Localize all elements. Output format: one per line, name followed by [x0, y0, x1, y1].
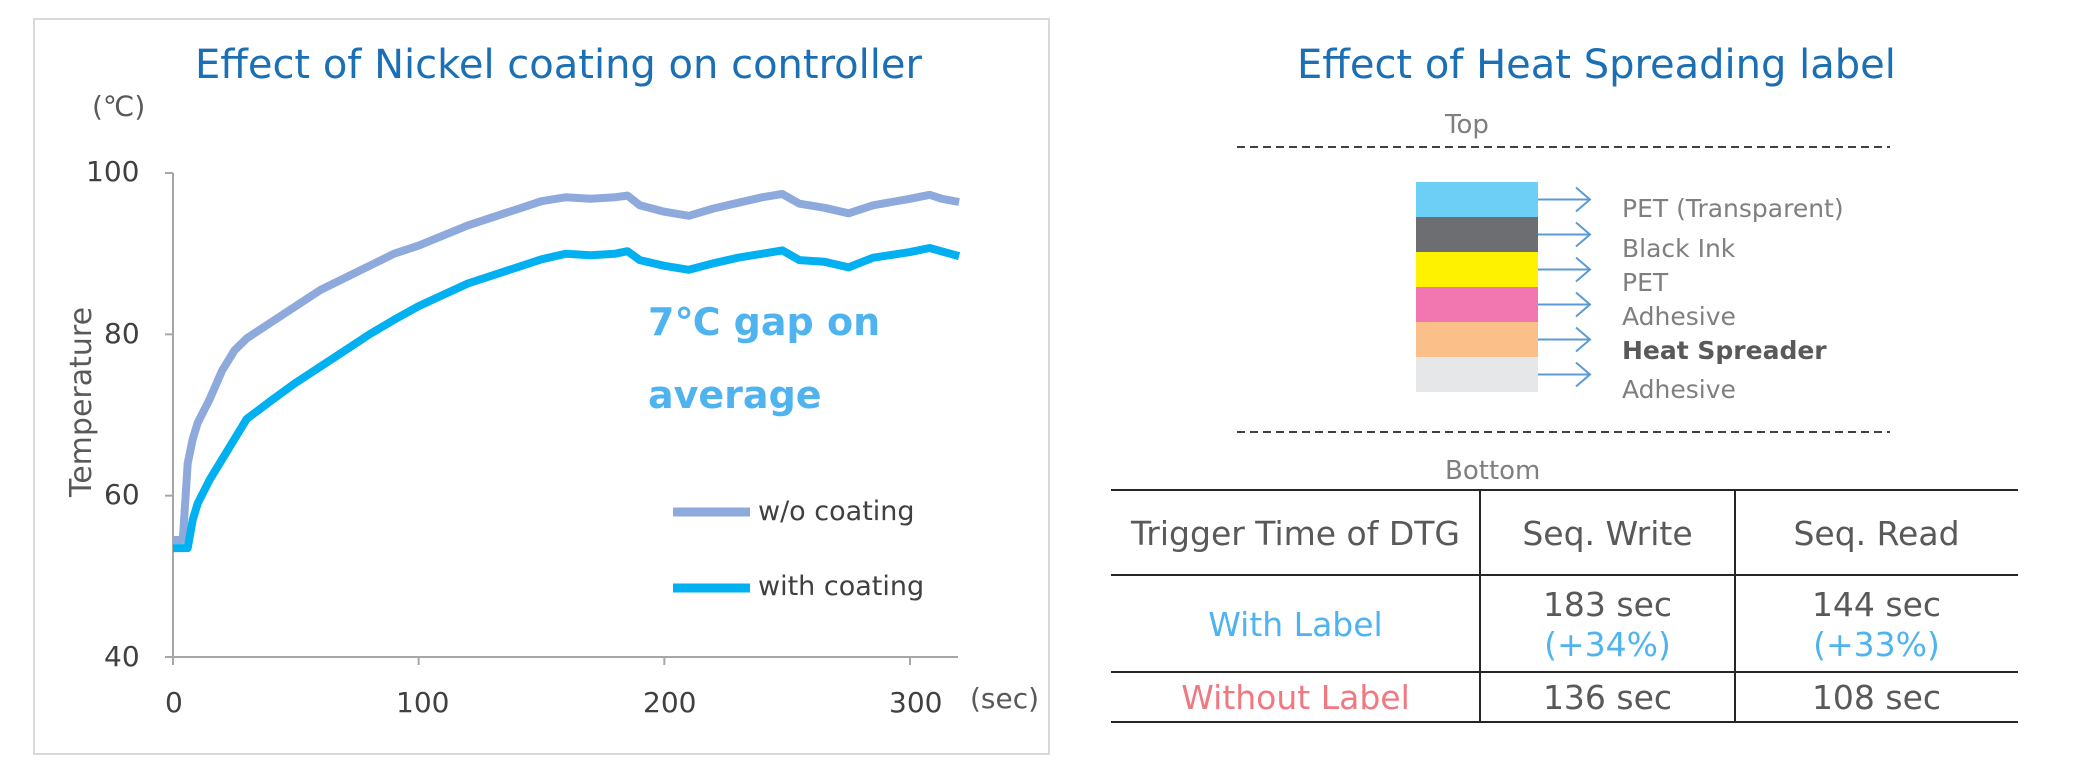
legend-label-wo-coating: w/o coating — [758, 496, 915, 527]
layer-block-0 — [1416, 182, 1538, 217]
with-label-write-value: 183 sec — [1542, 584, 1673, 624]
gap-annotation-line2: average — [648, 373, 822, 417]
layer-label-pet-transparent: PET (Transparent) — [1622, 194, 1844, 223]
chart-title: Effect of Nickel coating on controller — [195, 42, 922, 88]
with-label-read-pct: (+33%) — [1813, 624, 1940, 664]
row-without-label-read: 108 sec — [1811, 678, 1942, 717]
layer-label-heat-spreader: Heat Spreader — [1622, 336, 1827, 365]
layer-label-adhesive-2: Adhesive — [1622, 375, 1736, 404]
row-without-label-name: Without Label — [1181, 678, 1410, 717]
layer-label-black-ink: Black Ink — [1622, 234, 1736, 263]
layer-stack — [1416, 182, 1592, 392]
y-unit-label: (℃) — [92, 90, 146, 123]
y-tick-40: 40 — [104, 640, 140, 673]
with-label-write-pct: (+34%) — [1544, 624, 1671, 664]
table-header-trigger: Trigger Time of DTG — [1131, 513, 1460, 553]
layer-arrow-head-4 — [1575, 326, 1592, 353]
layer-label-adhesive-1: Adhesive — [1622, 302, 1736, 331]
layer-arrow-head-5 — [1575, 361, 1592, 388]
row-without-label-write: 136 sec — [1542, 678, 1673, 717]
table-header-seq-read: Seq. Read — [1793, 513, 1960, 553]
layer-block-2 — [1416, 252, 1538, 287]
layer-arrow-head-2 — [1575, 256, 1592, 283]
nickel-chart-panel — [33, 18, 1050, 755]
layer-block-3 — [1416, 287, 1538, 322]
series-line-wo-coating — [173, 190, 960, 544]
gap-annotation-line1: 7℃ gap on — [648, 300, 881, 344]
x-tick-200: 200 — [643, 686, 697, 719]
layer-block-5 — [1416, 357, 1538, 392]
with-label-read-value: 144 sec — [1811, 584, 1942, 624]
series-layer — [173, 190, 961, 553]
layer-arrow-head-1 — [1575, 221, 1592, 248]
x-unit-label: (sec) — [970, 682, 1040, 715]
x-tick-0: 0 — [165, 686, 183, 719]
legend-label-with-coating: with coating — [758, 571, 925, 602]
layer-block-4 — [1416, 322, 1538, 357]
layer-arrow-head-3 — [1575, 291, 1592, 318]
diagram-title: Effect of Heat Spreading label — [1297, 42, 1896, 88]
bottom-label: Bottom — [1445, 456, 1541, 486]
layer-label-pet: PET — [1622, 268, 1669, 297]
table-header-seq-write: Seq. Write — [1522, 513, 1693, 553]
row-with-label-write: 183 sec (+34%) — [1480, 577, 1735, 672]
y-tick-100: 100 — [86, 155, 140, 188]
layer-arrow-head-0 — [1575, 186, 1592, 213]
row-with-label-read: 144 sec (+33%) — [1735, 577, 2018, 672]
axis-ticks — [165, 172, 911, 665]
layer-block-1 — [1416, 217, 1538, 252]
top-label: Top — [1445, 110, 1489, 140]
row-with-label-name: With Label — [1208, 604, 1383, 644]
x-tick-300: 300 — [889, 686, 943, 719]
x-tick-100: 100 — [396, 686, 450, 719]
y-tick-60: 60 — [104, 478, 140, 511]
y-tick-80: 80 — [104, 317, 140, 350]
series-line-with-coating — [173, 244, 961, 553]
